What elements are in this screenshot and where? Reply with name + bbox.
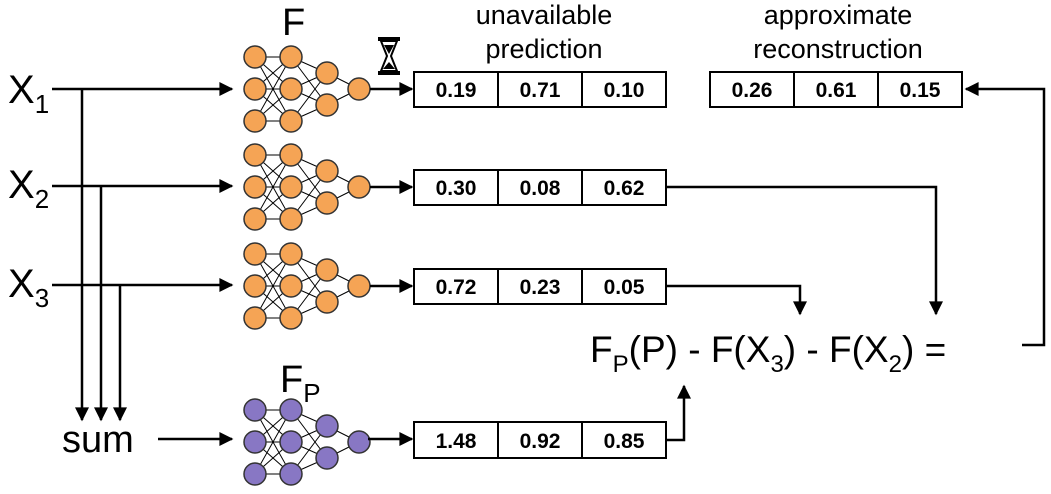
network-f-x3 [243,242,371,330]
network-node [279,398,303,422]
network-fp-sum [243,398,371,486]
sum-label: sum [62,419,134,461]
input-wires [52,82,234,446]
network-node [347,430,371,454]
vector-cell [497,169,583,206]
network-node [347,175,371,199]
network-node [315,290,339,314]
vector-cell [413,421,499,459]
network-node [279,462,303,486]
vector-value: 0.10 [604,79,645,102]
approx-header-line1: approximate [764,0,913,30]
vector-value: 0.71 [520,79,561,102]
network-node [243,109,267,133]
network-node [279,430,303,454]
vector-value: 0.30 [436,177,477,200]
network-node [279,274,303,298]
vector-cell [497,268,583,305]
network-node [243,207,267,231]
vector-cell [793,71,879,108]
network-node [279,207,303,231]
network-node [243,462,267,486]
network-node [315,159,339,183]
vector-value: 1.48 [436,430,477,453]
network-edge [254,154,292,220]
network-node [315,191,339,215]
network-node [279,45,303,69]
x3-prediction-vector: 0.72 0.23 0.05 [413,268,667,305]
network-node [347,77,371,101]
network-edge [254,253,292,319]
network-node [243,175,267,199]
vector-cell [581,71,667,108]
input-x3-label: X3 [8,262,49,313]
vector-cell [877,71,963,108]
network-edge [254,56,292,122]
network-node [279,175,303,199]
vector-cell [413,71,499,108]
network-edge [254,409,292,475]
unavailable-header-line1: unavailable [476,0,613,30]
network-node [315,258,339,282]
network-node [243,45,267,69]
input-x1-label: X1 [8,68,49,119]
vector-cell [581,421,667,459]
input-x2-label: X2 [8,163,49,214]
equation: FP(P) - F(X3) - F(X2) = [590,329,946,378]
reconstruction-vector: 0.26 0.61 0.15 [709,71,963,108]
unavailable-header-line2: prediction [485,34,602,64]
vector-value: 0.72 [436,276,477,299]
network-node [279,242,303,266]
vector-cell [413,169,499,206]
vector-value: 0.05 [604,276,645,299]
vector-value: 0.92 [520,430,561,453]
network-node [347,274,371,298]
vector-value: 0.26 [732,79,773,102]
network-node [315,414,339,438]
network-f-x1 [243,45,371,133]
vector-value: 0.19 [436,79,477,102]
network-node [279,77,303,101]
vector-value: 0.15 [900,79,941,102]
network-node [243,77,267,101]
network-node [243,242,267,266]
vector-value: 0.62 [604,177,645,200]
network-node [279,143,303,167]
network-node [315,446,339,470]
network-node [243,430,267,454]
network-node [243,398,267,422]
equation-wires [666,82,1046,442]
network-node [243,143,267,167]
network-fp-label: FP [280,359,321,408]
vector-value: 0.08 [520,177,561,200]
network-node [279,306,303,330]
hourglass-icon [378,37,400,75]
network-node [279,109,303,133]
network-node [243,306,267,330]
network-f-x2 [243,143,371,231]
sum-prediction-vector: 1.48 0.92 0.85 [413,421,667,459]
network-f-label: F [282,2,305,44]
vector-value: 0.23 [520,276,561,299]
x2-prediction-vector: 0.30 0.08 0.62 [413,169,667,206]
network-node [315,61,339,85]
network-node [315,93,339,117]
output-arrows [368,82,414,446]
vector-cell [497,421,583,459]
network-node [243,274,267,298]
vector-value: 0.85 [604,430,645,453]
approx-header-line2: reconstruction [753,34,923,64]
unavailable-prediction-vector: 0.19 0.71 0.10 [413,71,667,108]
vector-value: 0.61 [816,79,857,102]
